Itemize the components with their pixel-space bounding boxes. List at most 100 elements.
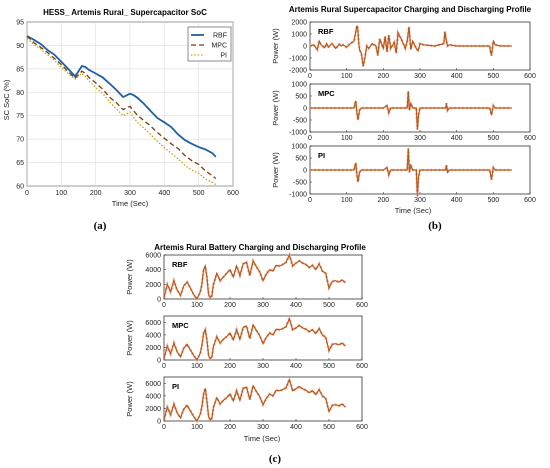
bat-x-tick-label: 100	[191, 363, 203, 370]
bat-x-tick-label: 300	[257, 363, 269, 370]
soc-xlabel: Time (Sec)	[112, 199, 149, 208]
bat-x-tick-label: 100	[191, 302, 203, 309]
bat-x-tick-label: 200	[224, 424, 236, 431]
sc-y-tick-label: -1000	[289, 130, 307, 137]
bat-y-tick-label: 2000	[145, 282, 161, 289]
bat-y-tick-label: 0	[157, 358, 161, 365]
sc-x-tick-label: 300	[414, 197, 426, 204]
battery-profile-panels: 0 100 200 300 400 500 6006000400020000RBFPower…	[125, 251, 368, 431]
sc-y-tick-label: 500	[295, 156, 307, 163]
sc-profile-xlabel: Time (Sec)	[395, 206, 432, 215]
soc-series-mpc	[26, 35, 217, 180]
bat-panel-tag: RBF	[172, 260, 188, 269]
soc-x-tick-label: 200	[90, 190, 102, 197]
sc-profile-chart: Artemis Rural Supercapacitor Charging an…	[271, 5, 536, 215]
sc-y-tick-label: 2000	[291, 20, 307, 27]
bat-y-tick-label: 6000	[145, 320, 161, 327]
sc-ylabel: Power (W)	[271, 28, 280, 64]
sc-x-tick-label: 0	[308, 73, 312, 80]
sc-x-tick-label: 100	[341, 73, 353, 80]
battery-profile-title: Artemis Rural Battery Charging and Disch…	[154, 243, 366, 252]
bat-x-tick-label: 0	[162, 302, 166, 309]
sc-y-tick-label: 0	[303, 106, 307, 113]
soc-ylabel: SC SoC (%)	[2, 79, 11, 120]
caption-a: (a)	[94, 220, 107, 232]
soc-y-tick-label: 60	[16, 184, 24, 191]
battery-profile-chart: Artemis Rural Battery Charging and Disch…	[125, 243, 368, 443]
soc-chart-title: HESS_ Artemis Rural_ Supercapacitor SoC	[43, 8, 207, 17]
bat-x-tick-label: 200	[224, 363, 236, 370]
bat-x-tick-label: 500	[323, 302, 335, 309]
bat-x-tick-label: 400	[290, 363, 302, 370]
sc-y-tick-label: -500	[293, 118, 307, 125]
bat-y-tick-label: 0	[157, 419, 161, 426]
sc-series-rbf	[309, 25, 512, 67]
sc-x-tick-label: 100	[341, 197, 353, 204]
soc-x-tick-label: 0	[25, 190, 29, 197]
bat-series-pi	[163, 377, 346, 423]
soc-y-tick-label: 90	[16, 43, 24, 50]
sc-x-tick-label: 200	[377, 73, 389, 80]
soc-y-tick-label: 70	[16, 137, 24, 144]
sc-series-pi	[310, 148, 512, 197]
caption-b: (b)	[428, 220, 442, 232]
sc-x-tick-label: 0	[308, 197, 312, 204]
sc-y-tick-label: 1000	[291, 82, 307, 89]
sc-y-tick-label: 1000	[291, 144, 307, 151]
sc-panel-tag: MPC	[318, 89, 335, 98]
sc-x-tick-label: 200	[377, 135, 389, 142]
sc-panel-tag: PI	[318, 151, 325, 160]
bat-panel-frame	[163, 376, 363, 422]
sc-x-tick-label: 400	[451, 197, 463, 204]
bat-ylabel: Power (W)	[125, 320, 134, 356]
bat-y-tick-label: 4000	[145, 332, 161, 339]
bat-series-rbf	[163, 253, 346, 301]
soc-x-tick-label: 400	[158, 190, 170, 197]
bat-series-mpc	[163, 316, 346, 362]
soc-legend-label: MPC	[211, 43, 227, 50]
bat-y-tick-label: 4000	[145, 393, 161, 400]
bat-x-tick-label: 0	[162, 424, 166, 431]
sc-x-tick-label: 400	[451, 73, 463, 80]
soc-series-pi	[26, 37, 217, 186]
sc-x-tick-label: 200	[377, 197, 389, 204]
battery-profile-xlabel: Time (Sec)	[244, 434, 281, 443]
bat-x-tick-label: 200	[224, 302, 236, 309]
sc-x-tick-label: 600	[524, 135, 536, 142]
soc-legend-label: RBF	[213, 33, 227, 40]
bat-ylabel: Power (W)	[125, 381, 134, 417]
sc-x-tick-label: 300	[414, 135, 426, 142]
soc-y-tick-label: 85	[16, 66, 24, 73]
sc-x-tick-label: 500	[487, 73, 499, 80]
bat-x-tick-label: 600	[356, 424, 368, 431]
soc-y-tick-label: 65	[16, 160, 24, 167]
bat-x-tick-label: 500	[323, 424, 335, 431]
sc-y-tick-label: 1000	[291, 32, 307, 39]
sc-y-tick-label: -1000	[289, 56, 307, 63]
sc-x-tick-label: 0	[308, 135, 312, 142]
caption-c: (c)	[269, 453, 282, 465]
soc-x-tick-label: 300	[124, 190, 136, 197]
soc-x-tick-label: 600	[227, 190, 239, 197]
sc-x-tick-label: 600	[524, 197, 536, 204]
sc-profile-panels: 0 100 200 300 400 500 600200010000-1000-2000RB…	[271, 20, 536, 205]
bat-y-tick-label: 6000	[145, 253, 161, 260]
bat-ylabel: Power (W)	[125, 259, 134, 295]
sc-series-mpc	[310, 91, 512, 130]
sc-y-tick-label: -2000	[289, 68, 307, 75]
bat-x-tick-label: 0	[162, 363, 166, 370]
soc-x-tick-label: 100	[55, 190, 67, 197]
soc-chart: HESS_ Artemis Rural_ Supercapacitor SoC …	[2, 8, 239, 208]
sc-y-tick-label: -1000	[289, 192, 307, 199]
soc-series-rbf	[26, 35, 217, 158]
bat-y-tick-label: 4000	[145, 267, 161, 274]
bat-x-tick-label: 300	[257, 302, 269, 309]
bat-x-tick-label: 500	[323, 363, 335, 370]
sc-profile-title: Artemis Rural Supercapacitor Charging an…	[289, 5, 532, 14]
bat-x-tick-label: 100	[191, 424, 203, 431]
bat-y-tick-label: 0	[157, 297, 161, 304]
bat-y-tick-label: 2000	[145, 406, 161, 413]
soc-legend: RBF MPC PI	[187, 26, 232, 62]
soc-y-tick-label: 80	[16, 90, 24, 97]
